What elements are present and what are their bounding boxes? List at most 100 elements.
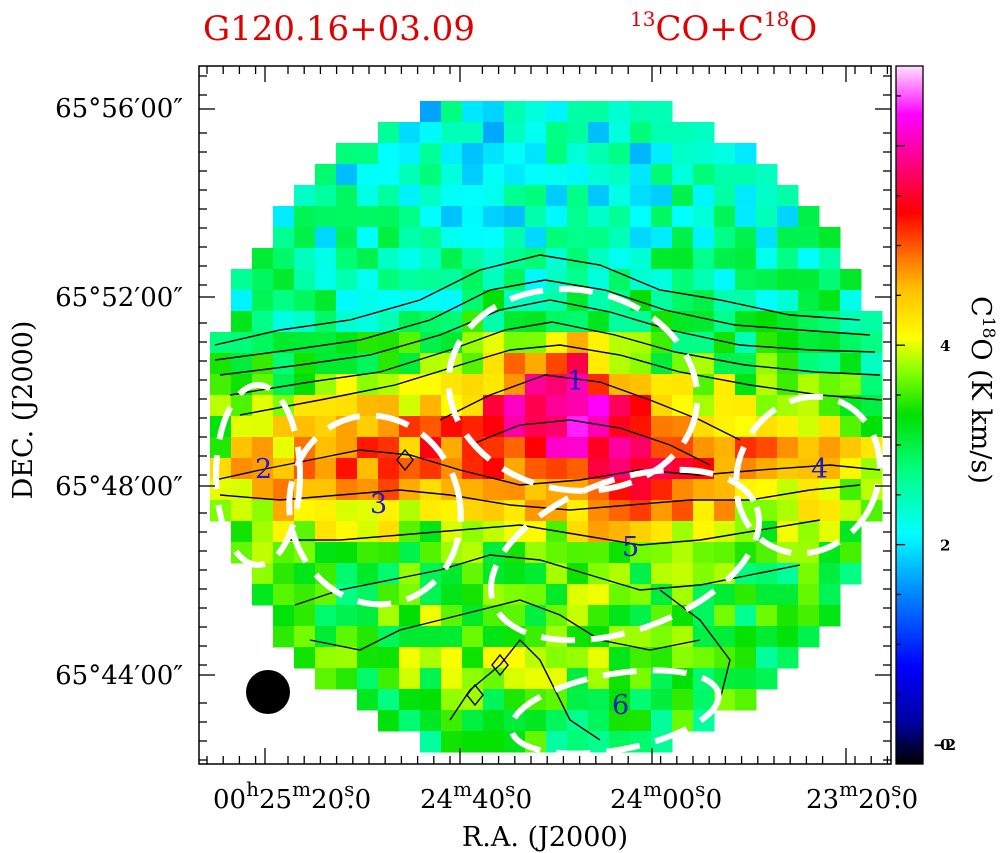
- map-pixel: [315, 164, 337, 186]
- map-pixel: [546, 731, 568, 753]
- map-pixel: [672, 521, 694, 543]
- map-pixel: [357, 458, 379, 480]
- map-pixel: [567, 542, 589, 564]
- map-pixel: [399, 605, 421, 627]
- map-pixel: [357, 185, 379, 207]
- map-pixel: [357, 290, 379, 312]
- map-pixel: [420, 647, 442, 669]
- map-pixel: [483, 101, 505, 123]
- map-pixel: [693, 479, 715, 501]
- map-pixel: [630, 374, 652, 396]
- map-pixel: [441, 437, 463, 459]
- map-pixel: [504, 437, 526, 459]
- intensity-contours: [214, 254, 883, 741]
- map-pixel: [756, 269, 778, 291]
- map-pixel: [588, 500, 610, 522]
- map-pixel: [672, 248, 694, 270]
- map-pixel: [756, 311, 778, 333]
- map-pixel: [546, 542, 568, 564]
- map-pixel: [630, 353, 652, 375]
- map-pixel: [567, 248, 589, 270]
- map-pixel: [672, 563, 694, 585]
- map-pixel: [357, 647, 379, 669]
- map-pixel: [294, 248, 316, 270]
- clump-label-1: 1: [567, 366, 584, 397]
- map-pixel: [609, 248, 631, 270]
- map-pixel: [714, 416, 736, 438]
- map-pixel: [525, 395, 547, 417]
- map-pixel: [588, 185, 610, 207]
- map-pixel: [420, 185, 442, 207]
- map-pixel: [252, 311, 274, 333]
- map-pixel: [420, 248, 442, 270]
- map-pixel: [735, 332, 757, 354]
- map-pixel: [714, 248, 736, 270]
- map-pixel: [651, 227, 673, 249]
- map-pixel: [651, 542, 673, 564]
- map-pixel: [819, 437, 841, 459]
- map-pixel: [357, 542, 379, 564]
- map-pixel: [231, 332, 253, 354]
- map-pixel: [273, 227, 295, 249]
- axis-ticks: [199, 66, 891, 764]
- map-pixel: [462, 332, 484, 354]
- map-pixel: [609, 395, 631, 417]
- map-pixel: [483, 668, 505, 690]
- map-pixel: [294, 563, 316, 585]
- map-pixel: [546, 185, 568, 207]
- map-pixel: [609, 647, 631, 669]
- map-pixel: [315, 311, 337, 333]
- map-pixel: [378, 122, 400, 144]
- map-pixel: [441, 206, 463, 228]
- map-pixel: [861, 353, 883, 375]
- map-pixel: [231, 395, 253, 417]
- map-pixel: [651, 689, 673, 711]
- map-pixel: [588, 605, 610, 627]
- clump-label-6: 6: [612, 690, 629, 721]
- map-pixel: [336, 143, 358, 165]
- map-pixel: [504, 395, 526, 417]
- map-pixel: [777, 500, 799, 522]
- map-pixel: [609, 269, 631, 291]
- map-pixel: [651, 374, 673, 396]
- map-pixel: [777, 332, 799, 354]
- map-pixel: [735, 542, 757, 564]
- map-pixel: [273, 374, 295, 396]
- map-pixel: [252, 269, 274, 291]
- map-pixel: [651, 584, 673, 606]
- contour-line: [469, 419, 711, 466]
- map-pixel: [231, 353, 253, 375]
- clump-ellipse-6: [508, 667, 722, 757]
- map-pixel: [294, 605, 316, 627]
- map-pixel: [777, 584, 799, 606]
- map-pixel: [546, 164, 568, 186]
- map-pixel: [609, 500, 631, 522]
- map-pixel: [462, 584, 484, 606]
- map-pixel: [231, 269, 253, 291]
- map-pixel: [651, 101, 673, 123]
- map-pixel: [483, 206, 505, 228]
- map-pixel: [315, 290, 337, 312]
- map-pixel: [378, 668, 400, 690]
- map-pixel: [357, 164, 379, 186]
- map-pixel: [315, 521, 337, 543]
- map-pixel: [420, 731, 442, 753]
- map-pixel: [567, 731, 589, 753]
- map-pixel: [462, 374, 484, 396]
- contour-line: [290, 519, 821, 546]
- map-pixel: [525, 563, 547, 585]
- map-pixel: [861, 332, 883, 354]
- map-pixel: [378, 185, 400, 207]
- map-pixel: [231, 416, 253, 438]
- map-pixel: [819, 500, 841, 522]
- contour-line: [659, 589, 731, 701]
- map-pixel: [777, 647, 799, 669]
- clump-ellipse-4: [733, 393, 883, 557]
- map-pixel: [756, 290, 778, 312]
- map-pixel: [441, 731, 463, 753]
- map-pixel: [609, 437, 631, 459]
- map-pixel: [735, 206, 757, 228]
- map-pixel: [546, 605, 568, 627]
- map-pixel: [399, 143, 421, 165]
- map-pixel: [777, 416, 799, 438]
